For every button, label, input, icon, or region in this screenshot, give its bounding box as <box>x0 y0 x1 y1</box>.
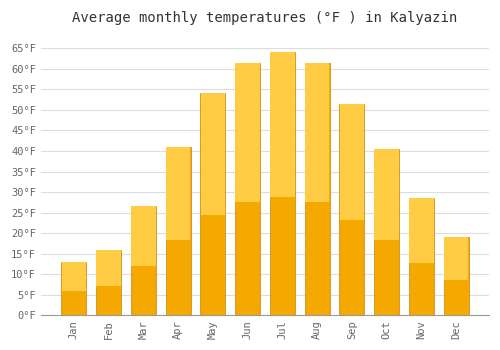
Bar <box>340 104 364 315</box>
Bar <box>409 198 434 262</box>
Bar <box>200 93 225 216</box>
Bar <box>305 63 330 202</box>
Bar <box>166 147 190 315</box>
Bar <box>444 237 468 315</box>
Bar <box>270 52 295 315</box>
Bar <box>131 206 156 266</box>
Bar <box>235 63 260 315</box>
Bar <box>166 147 190 239</box>
Bar <box>200 93 226 315</box>
Bar <box>96 250 121 315</box>
Bar <box>304 63 330 315</box>
Bar <box>62 262 86 291</box>
Bar <box>409 198 434 315</box>
Bar <box>374 149 399 315</box>
Bar <box>62 262 86 315</box>
Bar <box>270 52 294 197</box>
Bar <box>340 104 364 220</box>
Bar <box>374 149 399 240</box>
Bar <box>236 63 260 202</box>
Title: Average monthly temperatures (°F ) in Kalyazin: Average monthly temperatures (°F ) in Ka… <box>72 11 458 25</box>
Bar <box>96 250 121 286</box>
Bar <box>444 237 468 280</box>
Bar <box>131 206 156 315</box>
